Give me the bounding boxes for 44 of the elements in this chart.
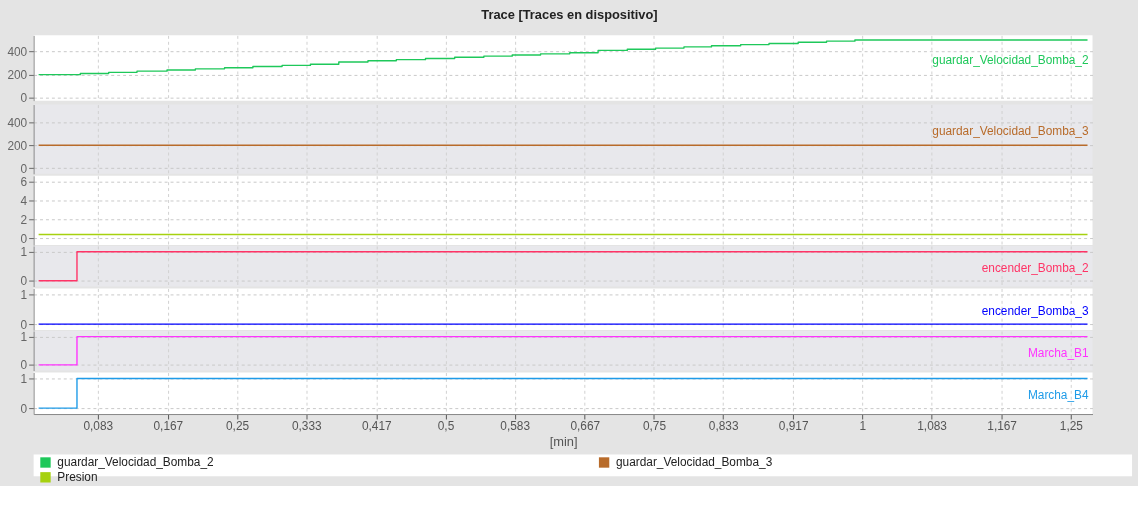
y-tick-label: 400 bbox=[7, 115, 28, 130]
legend-label: guardar_Velocidad_Bomba_3 bbox=[615, 455, 773, 470]
x-tick-label: 1 bbox=[859, 419, 867, 434]
series-label: encender_Bomba_3 bbox=[981, 304, 1089, 319]
series-label: Marcha_B1 bbox=[1027, 345, 1089, 360]
x-tick-label: 0,167 bbox=[153, 419, 184, 434]
x-tick-label: 0,917 bbox=[778, 419, 809, 434]
x-tick-label: 1,25 bbox=[1059, 419, 1084, 434]
y-tick-label: 4 bbox=[20, 193, 28, 208]
y-tick-label: 6 bbox=[20, 174, 28, 189]
series-label: Marcha_B4 bbox=[1027, 388, 1089, 403]
chart-title: Trace [Traces en dispositivo] bbox=[481, 6, 658, 22]
x-tick-label: 0,083 bbox=[83, 419, 114, 434]
x-axis-title: [min] bbox=[549, 434, 578, 450]
x-tick-label: 0,667 bbox=[570, 419, 601, 434]
y-tick-label: 0 bbox=[20, 401, 28, 416]
y-tick-label: 1 bbox=[20, 287, 28, 302]
y-tick-label: 1 bbox=[20, 245, 28, 260]
annotation: guardar_Velocidad_Bomba_2 bbox=[932, 53, 1089, 68]
x-tick-label: 0,75 bbox=[642, 419, 667, 434]
y-tick-label: 2 bbox=[20, 212, 28, 227]
x-tick-label: 0,417 bbox=[361, 419, 392, 434]
x-tick-label: 0,333 bbox=[291, 419, 322, 434]
y-tick-label: 0 bbox=[20, 274, 28, 289]
x-tick-label: 0,583 bbox=[500, 419, 531, 434]
y-tick-label: 0 bbox=[20, 317, 28, 332]
y-tick-label: 0 bbox=[20, 161, 28, 176]
series-label: encender_Bomba_2 bbox=[981, 261, 1089, 276]
y-tick-label: 0 bbox=[20, 358, 28, 373]
legend-label: guardar_Velocidad_Bomba_2 bbox=[57, 455, 214, 470]
x-tick-label: 0,5 bbox=[437, 419, 455, 434]
y-tick-label: 0 bbox=[20, 91, 28, 106]
x-tick-label: 1,083 bbox=[917, 419, 948, 434]
x-tick-label: 0,25 bbox=[226, 419, 250, 434]
x-tick-label: 1,167 bbox=[987, 419, 1017, 434]
annotation: guardar_Velocidad_Bomba_3 bbox=[932, 123, 1089, 138]
y-tick-label: 1 bbox=[20, 371, 28, 386]
x-tick-label: 0,833 bbox=[708, 419, 739, 434]
legend-label: Presion bbox=[57, 470, 98, 485]
y-tick-label: 0 bbox=[20, 231, 28, 246]
y-tick-label: 400 bbox=[7, 44, 28, 59]
y-tick-label: 200 bbox=[7, 68, 28, 83]
y-tick-label: 1 bbox=[20, 330, 28, 345]
y-tick-label: 200 bbox=[7, 138, 28, 153]
